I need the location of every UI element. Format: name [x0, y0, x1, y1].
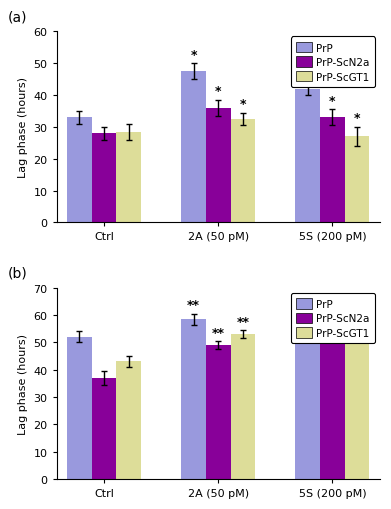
Legend: PrP, PrP-ScN2a, PrP-ScGT1: PrP, PrP-ScN2a, PrP-ScGT1 — [291, 293, 375, 344]
Bar — [345, 336, 369, 479]
Y-axis label: Lag phase (hours): Lag phase (hours) — [18, 333, 28, 434]
Bar — [320, 338, 345, 479]
Bar — [92, 134, 117, 223]
Bar — [231, 334, 255, 479]
Bar — [345, 137, 369, 223]
Bar — [117, 362, 141, 479]
Bar — [206, 345, 231, 479]
Text: *: * — [240, 98, 246, 111]
Y-axis label: Lag phase (hours): Lag phase (hours) — [18, 77, 28, 178]
Text: **: ** — [351, 317, 364, 329]
Bar — [320, 118, 345, 223]
Text: *: * — [304, 68, 311, 80]
Bar — [181, 72, 206, 223]
Bar — [67, 337, 92, 479]
Text: *: * — [215, 85, 221, 98]
Text: *: * — [354, 112, 361, 125]
Bar — [67, 118, 92, 223]
Bar — [92, 378, 117, 479]
Bar — [295, 90, 320, 223]
Text: (a): (a) — [8, 11, 28, 24]
Bar — [206, 108, 231, 223]
Text: **: ** — [301, 300, 314, 313]
Bar — [117, 132, 141, 223]
Legend: PrP, PrP-ScN2a, PrP-ScGT1: PrP, PrP-ScN2a, PrP-ScGT1 — [291, 37, 375, 88]
Bar — [295, 321, 320, 479]
Text: **: ** — [237, 315, 249, 328]
Bar — [181, 320, 206, 479]
Bar — [231, 120, 255, 223]
Text: (b): (b) — [8, 267, 28, 280]
Text: **: ** — [326, 319, 339, 332]
Text: *: * — [190, 48, 197, 62]
Text: **: ** — [212, 326, 225, 339]
Text: **: ** — [187, 299, 200, 312]
Text: *: * — [329, 95, 335, 107]
